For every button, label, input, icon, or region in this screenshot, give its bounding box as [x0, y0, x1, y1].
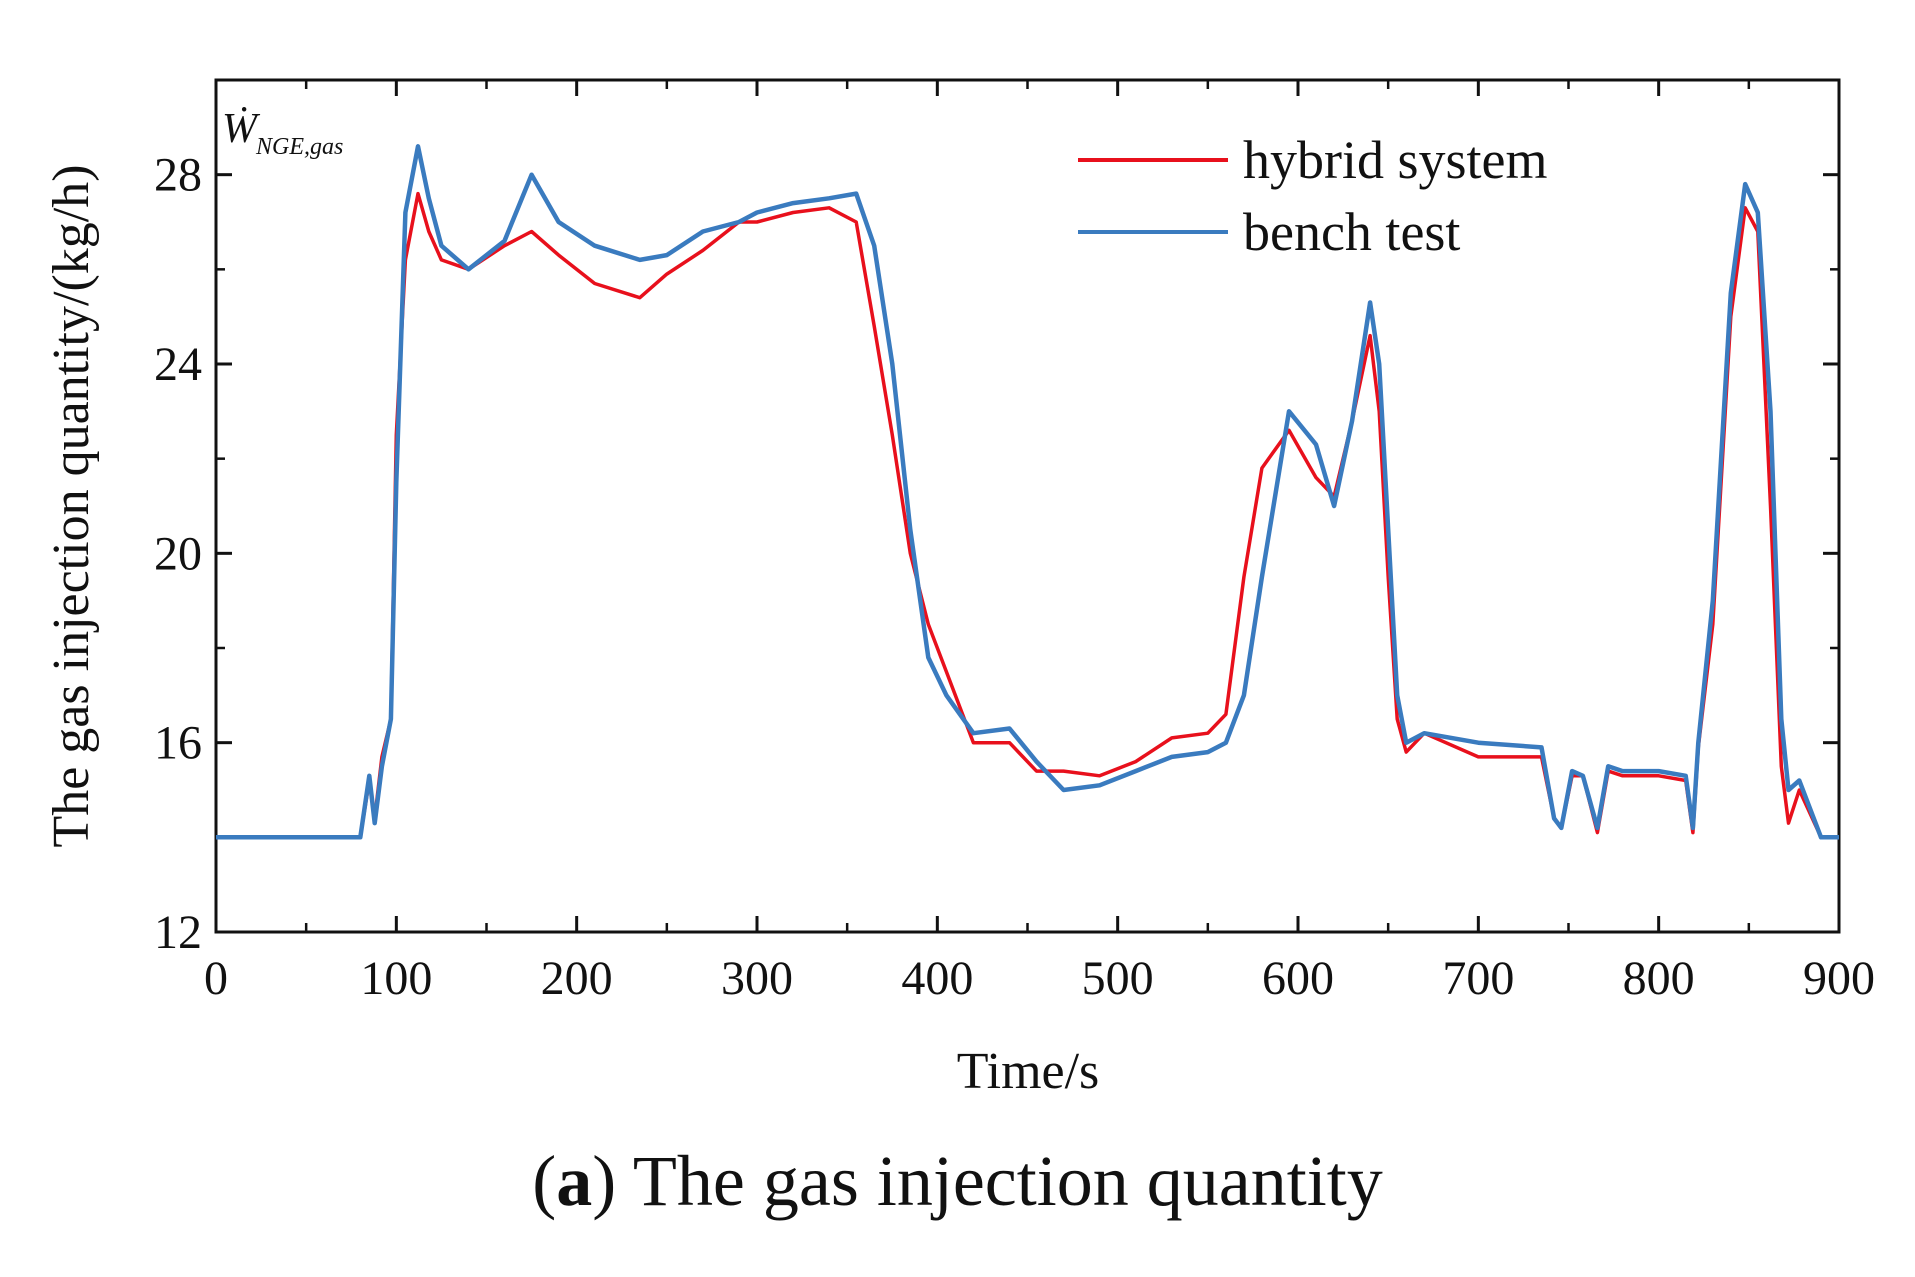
line-chart: 0 100 200 300 400 500 600 700 800 900 1216202428 …	[43, 78, 1875, 1100]
y-tick-label: 16	[154, 717, 202, 770]
x-tick-label: 0	[204, 952, 228, 1005]
x-tick-label: 600	[1262, 952, 1334, 1005]
caption-text: The gas injection quantity	[616, 1141, 1383, 1221]
annotation: Ẇ NGE,gas	[222, 106, 343, 160]
legend: hybrid system bench test	[1078, 130, 1548, 262]
y-tick-label: 12	[154, 906, 202, 959]
x-tick-labels: 0 100 200 300 400 500 600 700 800 900	[204, 952, 1875, 1005]
x-tick-label: 400	[901, 952, 973, 1005]
x-tick-label: 700	[1442, 952, 1514, 1005]
series-line-hybrid-system	[216, 191, 1839, 840]
x-tick-label: 200	[541, 952, 613, 1005]
x-tick-label: 100	[360, 952, 432, 1005]
y-tick-label: 20	[154, 527, 202, 580]
svg-text:Ẇ: Ẇ	[222, 106, 261, 152]
x-tick-label: 900	[1803, 952, 1875, 1005]
figure-caption: (a) The gas injection quantity	[532, 1141, 1383, 1221]
series-lines	[216, 144, 1839, 840]
series-line-bench-test	[216, 144, 1839, 840]
caption-label: a	[556, 1141, 593, 1221]
plot-frame	[214, 78, 1841, 934]
x-tick-label: 500	[1082, 952, 1154, 1005]
y-tick-labels: 12 16 20 24 28	[154, 149, 202, 959]
x-axis-title: Time/s	[957, 1043, 1100, 1100]
x-tick-label: 800	[1623, 952, 1695, 1005]
legend-label-bench-test: bench test	[1243, 202, 1460, 262]
y-axis-title: The gas injection quantity/(kg/h)	[43, 164, 100, 847]
svg-text:NGE,gas: NGE,gas	[255, 134, 343, 160]
y-tick-label: 24	[154, 338, 202, 391]
x-tick-label: 300	[721, 952, 793, 1005]
legend-label-hybrid-system: hybrid system	[1243, 130, 1548, 190]
axis-ticks	[214, 80, 1841, 934]
y-tick-label: 28	[154, 149, 202, 202]
